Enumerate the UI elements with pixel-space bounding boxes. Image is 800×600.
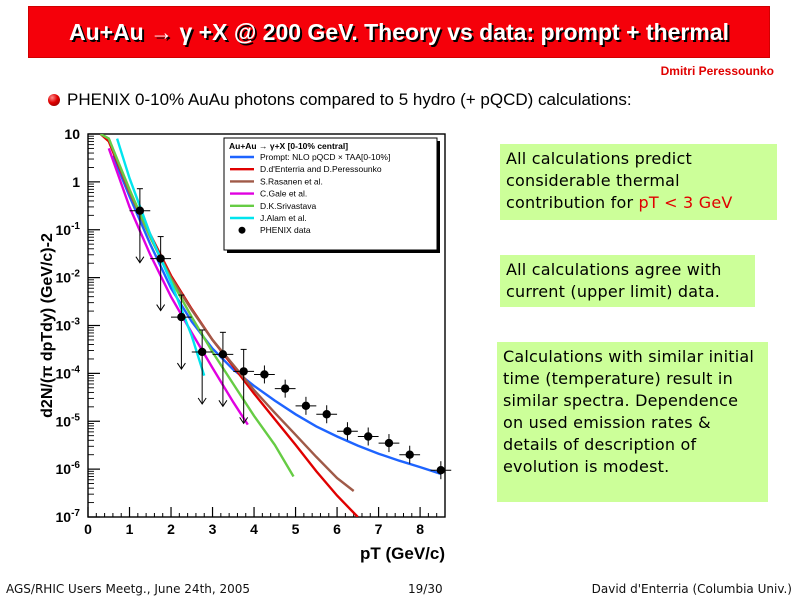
- y-tick-label: 10-3: [56, 317, 81, 334]
- x-tick-label: 0: [84, 521, 92, 537]
- x-tick-label: 4: [250, 521, 258, 537]
- x-tick-label: 8: [416, 521, 424, 537]
- data-point: [384, 438, 394, 448]
- data-point: [239, 367, 248, 376]
- legend-data-marker: [238, 226, 246, 234]
- legend-box: [223, 137, 438, 251]
- x-tick-label: 1: [126, 521, 134, 537]
- legend-entry: D.d'Enterria and D.Peressounko: [260, 164, 382, 174]
- note-upper-limit-text: All calculations agree with current (upp…: [506, 260, 722, 301]
- x-tick-label: 6: [333, 521, 341, 537]
- series-line: [111, 155, 442, 475]
- x-tick-label: 3: [209, 521, 217, 537]
- note-thermal-highlight: pT < 3 GeV: [638, 193, 733, 212]
- data-point: [301, 401, 311, 411]
- y-tick-label: 10-5: [56, 412, 81, 429]
- x-tick-label: 7: [375, 521, 383, 537]
- x-tick-label: 2: [167, 521, 175, 537]
- legend-entry: S.Rasanen et al.: [260, 176, 323, 186]
- data-point: [405, 450, 414, 459]
- y-tick-label: 10-6: [56, 460, 81, 477]
- legend-entry: J.Alam et al.: [260, 213, 307, 223]
- legend-title: Au+Au → γ+X [0-10% central]: [229, 141, 348, 151]
- upper-limit-arrow: [197, 397, 207, 405]
- note-thermal: All calculations predict considerable th…: [500, 144, 777, 220]
- legend-entry: Prompt: NLO pQCD × TAA[0-10%]: [260, 152, 390, 162]
- bullet-icon: [48, 94, 60, 106]
- data-point: [280, 384, 290, 393]
- footer-event: AGS/RHIC Users Meetg., June 24th, 2005: [6, 582, 251, 596]
- data-point: [260, 370, 269, 379]
- data-point: [177, 312, 186, 322]
- legend-entry: PHENIX data: [260, 225, 311, 235]
- upper-limit-arrow: [156, 304, 166, 312]
- data-point: [343, 426, 352, 436]
- legend-entry: D.K.Srivastava: [260, 201, 316, 211]
- data-point: [197, 347, 207, 357]
- x-axis-label: pT (GeV/c): [360, 544, 445, 563]
- author-name: Dmitri Peressounko: [660, 64, 774, 78]
- note-similar-spectra-text: Calculations with similar initial time (…: [503, 347, 755, 476]
- upper-limit-arrow: [239, 417, 249, 425]
- note-upper-limit: All calculations agree with current (upp…: [500, 255, 755, 307]
- note-similar-spectra: Calculations with similar initial time (…: [497, 342, 768, 502]
- footer-page-number: 19/30: [408, 582, 443, 596]
- data-point: [364, 432, 373, 441]
- bullet-row: PHENIX 0-10% AuAu photons compared to 5 …: [48, 90, 632, 110]
- series-line: [99, 134, 295, 478]
- y-tick-label: 10-4: [56, 364, 81, 381]
- data-point: [135, 206, 145, 215]
- data-point: [218, 350, 228, 359]
- upper-limit-arrow: [218, 400, 228, 408]
- x-tick-label: 5: [292, 521, 300, 537]
- note-thermal-text: All calculations predict considerable th…: [506, 149, 692, 212]
- data-point: [436, 465, 446, 475]
- footer-author: David d'Enterria (Columbia Univ.): [591, 582, 792, 596]
- y-tick-label: 10: [64, 126, 80, 142]
- y-tick-label: 1: [72, 174, 80, 190]
- y-tick-label: 10-7: [56, 508, 81, 525]
- bullet-text: PHENIX 0-10% AuAu photons compared to 5 …: [67, 90, 632, 109]
- data-point: [322, 410, 331, 419]
- data-point: [156, 254, 165, 263]
- y-tick-label: 10-2: [56, 269, 81, 286]
- y-axis-label: d2N/(π dpTdy) (GeV/c)-2: [39, 233, 56, 418]
- y-tick-label: 10-1: [56, 221, 81, 238]
- slide-title: Au+Au → γ +X @ 200 GeV. Theory vs data: …: [68, 18, 730, 45]
- upper-limit-arrow: [135, 256, 145, 264]
- legend-entry: C.Gale et al.: [260, 189, 307, 199]
- title-bar: Au+Au → γ +X @ 200 GeV. Theory vs data: …: [28, 6, 770, 58]
- upper-limit-arrow: [176, 362, 186, 370]
